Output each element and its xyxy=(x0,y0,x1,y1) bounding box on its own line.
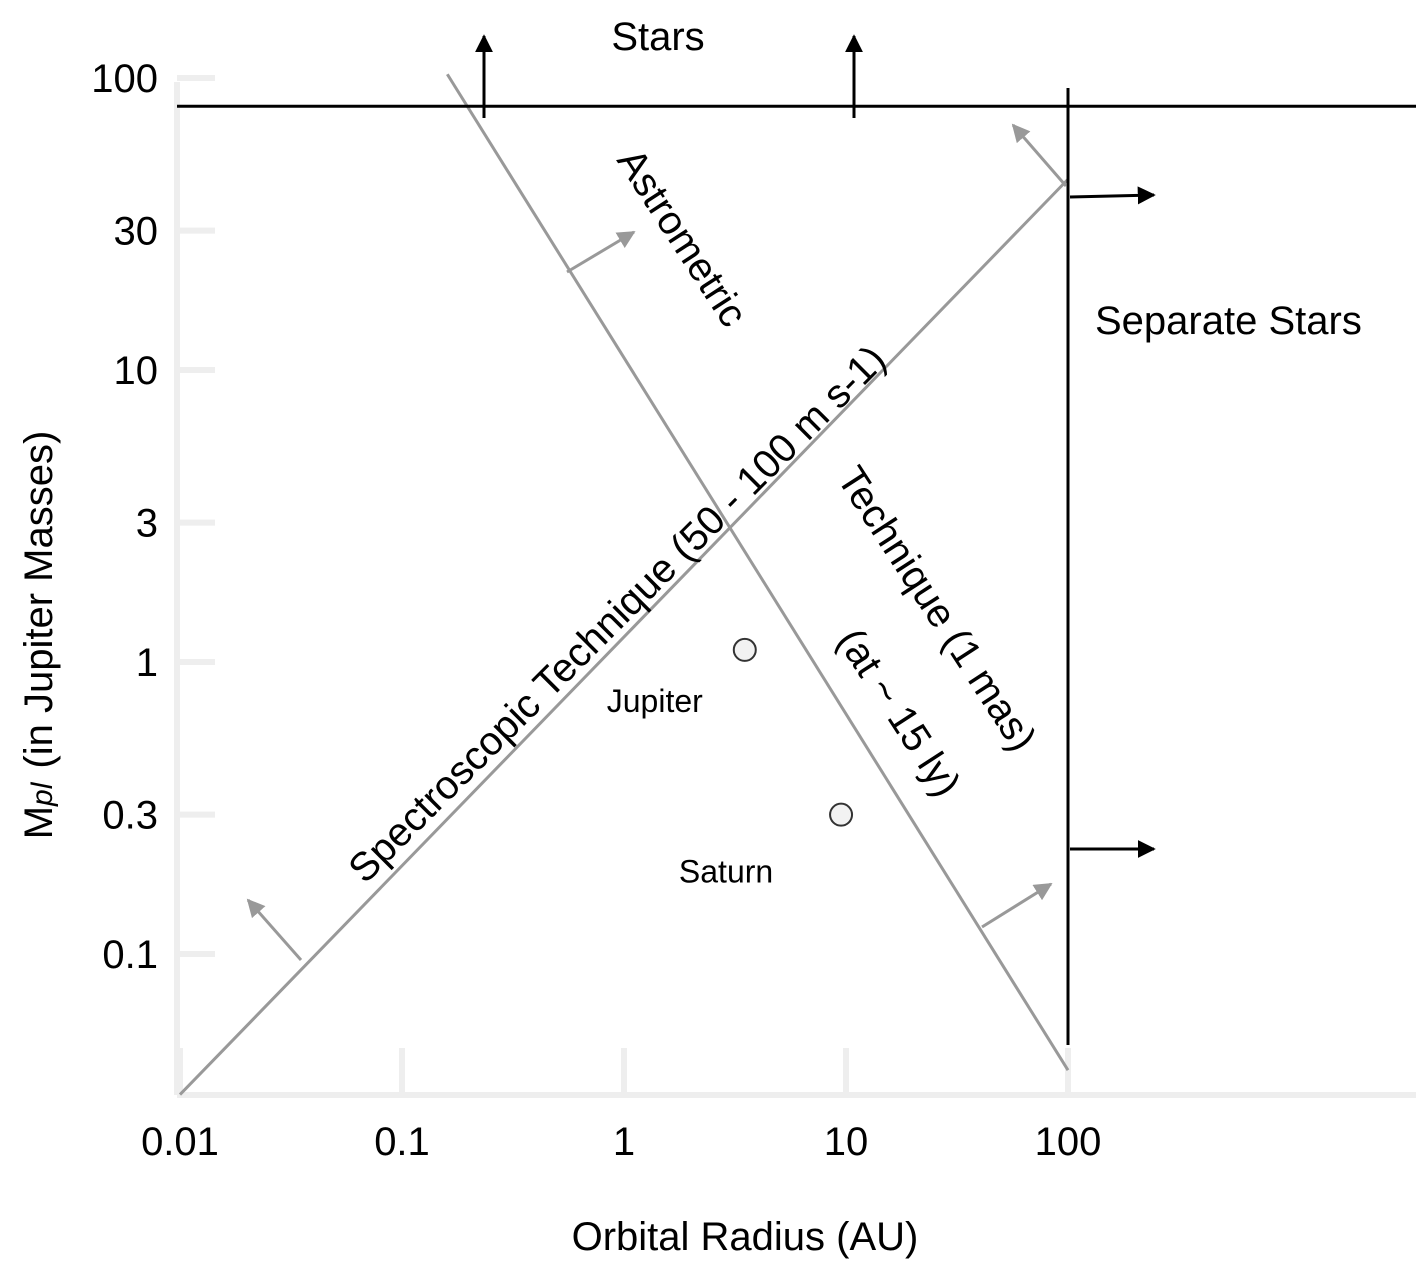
y-axis-title-main: M xyxy=(17,806,61,839)
jupiter-label: Jupiter xyxy=(607,683,703,719)
y-tick-label: 1 xyxy=(136,641,158,685)
series-lines xyxy=(178,73,1070,1096)
plot-frame xyxy=(174,82,1416,1098)
y-axis-title-sub: pl xyxy=(26,781,59,807)
separate-stars-arrow xyxy=(1069,186,1156,205)
x-tick-label: 100 xyxy=(1035,1120,1102,1164)
astrometric-arrow xyxy=(566,230,636,274)
stars-label: Stars xyxy=(611,15,704,59)
spectroscopic-label-group: Spectroscopic Technique (50 - 100 m s-1) xyxy=(340,337,894,891)
y-tick-label: 10 xyxy=(114,349,159,393)
y-axis-title-rest: (in Jupiter Masses) xyxy=(17,431,61,769)
direction-arrows xyxy=(246,34,1156,961)
x-tick-label: 0.1 xyxy=(374,1120,430,1164)
spectroscopic-arrow xyxy=(246,898,303,961)
y-tick-label: 100 xyxy=(91,57,158,101)
y-tick-label: 0.3 xyxy=(102,794,158,838)
spectroscopic-arrow xyxy=(1011,123,1068,187)
separate-stars-label: Separate Stars xyxy=(1095,299,1362,343)
y-tick-label: 3 xyxy=(136,502,158,546)
svg-text:Mpl(in Jupiter Masses): Mpl (in Jupiter Masses) xyxy=(17,431,61,840)
x-axis-ticks: 0.01 0.1 1 10 100 xyxy=(141,1048,1101,1164)
jupiter-point xyxy=(732,637,757,662)
spectroscopic-label: Spectroscopic Technique (50 - 100 m s-1) xyxy=(340,337,894,891)
planet-points: Jupiter Saturn xyxy=(607,637,854,890)
astrometric-label-line2-group: Technique (1 mas) xyxy=(828,459,1044,759)
astrometric-label-line2: Technique (1 mas) xyxy=(828,459,1044,759)
astrometric-label-line1: Astrometric xyxy=(608,141,755,335)
saturn-label: Saturn xyxy=(679,854,773,890)
y-axis-title: Mpl (in Jupiter Masses) xyxy=(17,431,61,840)
y-tick-label: 30 xyxy=(114,210,159,254)
astrometric-line xyxy=(446,73,1070,1071)
x-tick-label: 1 xyxy=(613,1120,635,1164)
limit-lines: Stars Separate Stars xyxy=(177,15,1416,1045)
line-labels: Spectroscopic Technique (50 - 100 m s-1)… xyxy=(340,141,1044,891)
x-axis-title: Orbital Radius (AU) xyxy=(572,1215,919,1259)
astrometric-arrow xyxy=(981,882,1053,929)
astrometric-label-line1-group: Astrometric xyxy=(608,141,755,335)
y-tick-label: 0.1 xyxy=(102,933,158,977)
y-axis-ticks: 0.1 0.3 1 3 10 30 100 xyxy=(91,57,215,977)
x-tick-label: 10 xyxy=(824,1120,869,1164)
spectroscopic-line xyxy=(178,178,1070,1096)
saturn-point xyxy=(829,802,854,827)
x-tick-label: 0.01 xyxy=(141,1120,219,1164)
